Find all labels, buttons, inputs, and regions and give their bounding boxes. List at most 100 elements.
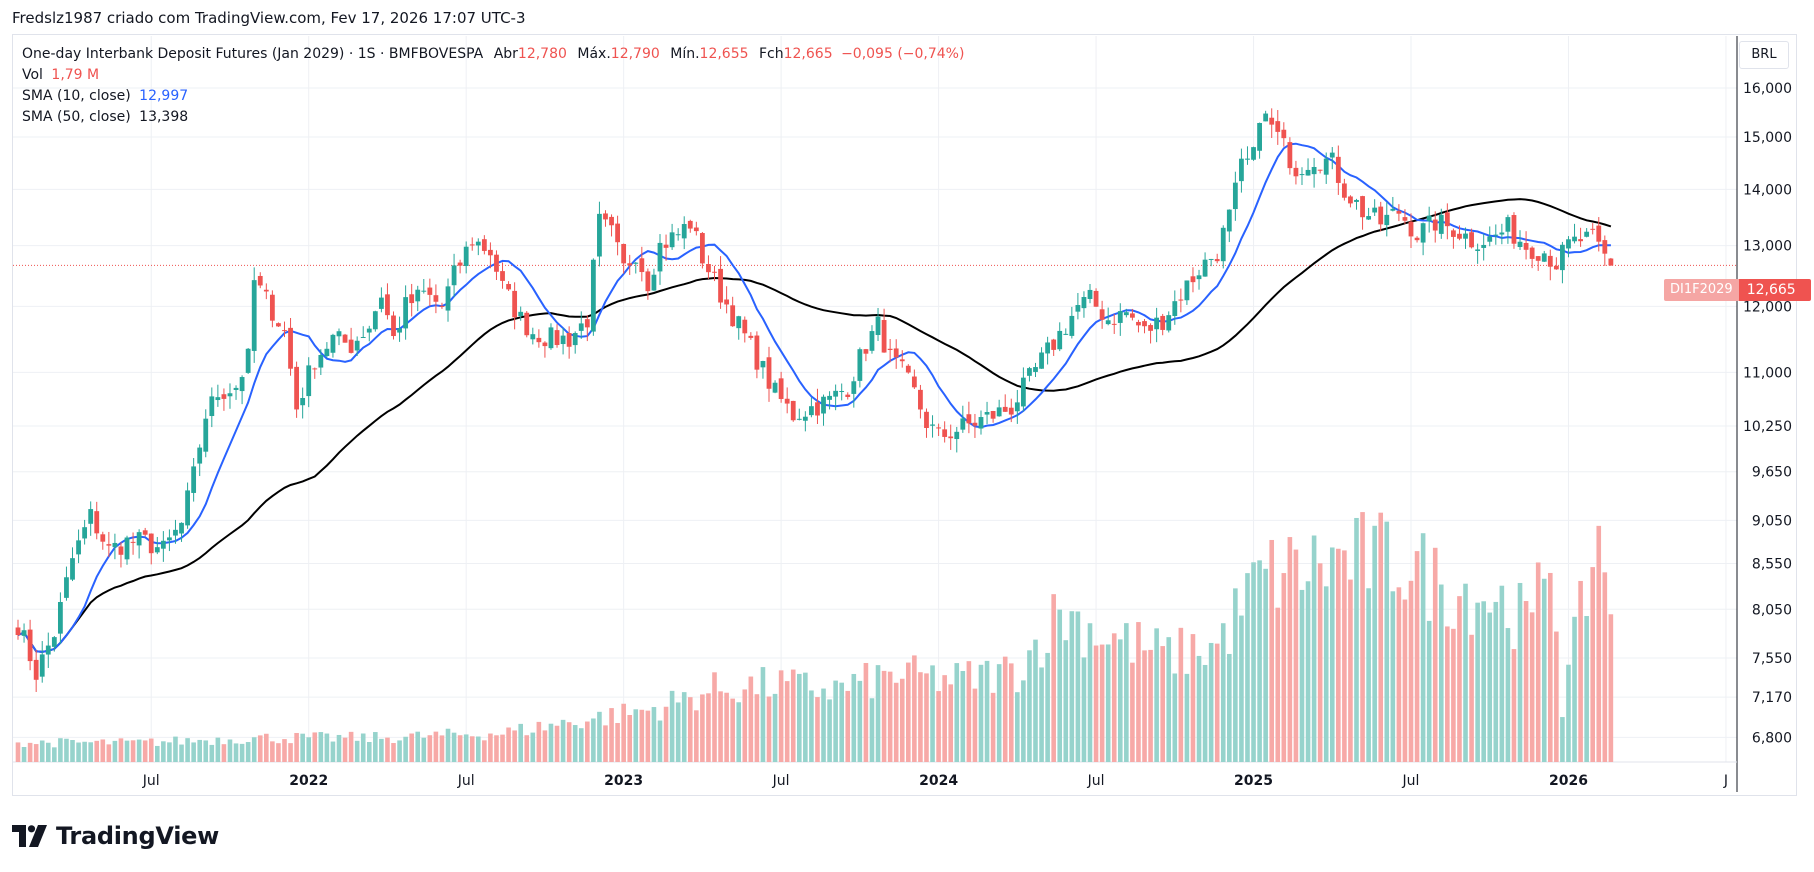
candle-body xyxy=(1269,117,1275,125)
volume-bar xyxy=(924,673,929,762)
volume-bar xyxy=(288,743,293,762)
candle-body xyxy=(584,319,590,328)
volume-label[interactable]: Vol xyxy=(22,67,43,83)
candle-body xyxy=(748,335,754,338)
volume-bar xyxy=(572,725,578,762)
candle-body xyxy=(469,244,475,246)
tradingview-logo-icon xyxy=(12,825,47,847)
volume-bar xyxy=(1384,521,1390,762)
volume-bar xyxy=(342,737,348,762)
candle-body xyxy=(372,311,378,330)
candle-body xyxy=(354,340,360,351)
currency-button[interactable]: BRL xyxy=(1739,41,1789,69)
y-tick-label: 6,800 xyxy=(1752,730,1792,746)
volume-bar xyxy=(706,693,711,762)
volume-bar xyxy=(936,691,941,762)
candle-body xyxy=(227,393,233,397)
volume-bar xyxy=(1263,568,1268,762)
candle-body xyxy=(560,335,566,345)
candle-body xyxy=(391,315,396,337)
volume-bar xyxy=(397,740,402,762)
volume-bar xyxy=(821,688,826,762)
volume-bar xyxy=(881,670,887,762)
volume-bar xyxy=(1124,623,1129,762)
candle-body xyxy=(693,227,699,232)
candle-body xyxy=(51,637,57,647)
candle-body xyxy=(1160,315,1166,330)
volume-bar xyxy=(251,737,257,762)
candle-body xyxy=(179,522,184,534)
candle-body xyxy=(112,542,118,548)
candle-body xyxy=(1251,147,1256,160)
volume-bar xyxy=(15,742,21,762)
instrument-title[interactable]: One-day Interbank Deposit Futures (Jan 2… xyxy=(22,46,345,62)
candle-body xyxy=(524,312,530,336)
candle-body xyxy=(409,294,415,304)
volume-bar xyxy=(972,688,978,762)
volume-bar xyxy=(1505,628,1511,762)
volume-bar xyxy=(536,721,542,762)
candle-body xyxy=(536,337,542,343)
volume-bar xyxy=(439,735,445,762)
volume-bar xyxy=(239,743,245,762)
candle-body xyxy=(1390,208,1396,211)
volume-bar xyxy=(385,737,390,762)
candle-body xyxy=(1481,244,1487,248)
volume-bar xyxy=(1402,599,1408,762)
volume-bar xyxy=(118,738,124,762)
volume-bar xyxy=(560,719,566,762)
volume-bar xyxy=(815,697,820,762)
volume-bar xyxy=(1523,601,1529,762)
candle-body xyxy=(1602,240,1608,254)
volume-bar xyxy=(1293,549,1299,762)
candle-body xyxy=(1184,280,1190,301)
volume-bar xyxy=(1535,562,1541,762)
candle-body xyxy=(1608,258,1614,266)
candle-body xyxy=(1402,217,1408,221)
volume-bar xyxy=(566,722,572,762)
candle-body xyxy=(875,316,881,336)
y-tick-label: 10,250 xyxy=(1743,419,1792,435)
volume-bar xyxy=(403,736,408,762)
volume-bar xyxy=(500,734,505,762)
candle-body xyxy=(833,390,839,397)
x-tick-label: Jul xyxy=(772,773,790,789)
candle-body xyxy=(881,320,887,353)
candle-body xyxy=(1075,305,1081,312)
candle-body xyxy=(209,396,215,417)
candle-body xyxy=(772,382,778,393)
candle-body xyxy=(827,395,832,400)
volume-bar xyxy=(1069,611,1075,762)
volume-bar xyxy=(730,698,735,762)
candle-body xyxy=(1505,217,1511,232)
candle-body xyxy=(645,271,651,292)
sma10-label[interactable]: SMA (10, close) xyxy=(22,88,131,104)
sma50-label[interactable]: SMA (50, close) xyxy=(22,109,131,125)
candle-body xyxy=(1027,368,1032,376)
volume-bar xyxy=(318,732,324,762)
volume-bar xyxy=(39,740,45,762)
candle-body xyxy=(427,287,433,295)
candle-body xyxy=(263,289,269,292)
candle-body xyxy=(948,436,954,439)
volume-bar xyxy=(1378,512,1384,762)
candle-body xyxy=(336,331,342,337)
tradingview-logo[interactable]: TradingView xyxy=(12,820,219,852)
volume-bar xyxy=(639,709,645,762)
volume-bar xyxy=(748,676,754,762)
volume-bar xyxy=(142,740,148,762)
volume-value: 1,79 M xyxy=(51,67,100,83)
candle-body xyxy=(324,348,330,357)
candle-body xyxy=(1305,169,1311,176)
volume-bar xyxy=(675,702,681,762)
candle-body xyxy=(905,365,911,373)
candle-body xyxy=(1450,230,1456,237)
volume-bar xyxy=(1408,580,1414,762)
candle-body xyxy=(590,259,596,332)
interval-label[interactable]: 1S xyxy=(357,46,376,62)
volume-bar xyxy=(1560,717,1565,762)
volume-bar xyxy=(524,735,530,762)
volume-bar xyxy=(282,739,287,762)
candle-body xyxy=(475,241,481,246)
